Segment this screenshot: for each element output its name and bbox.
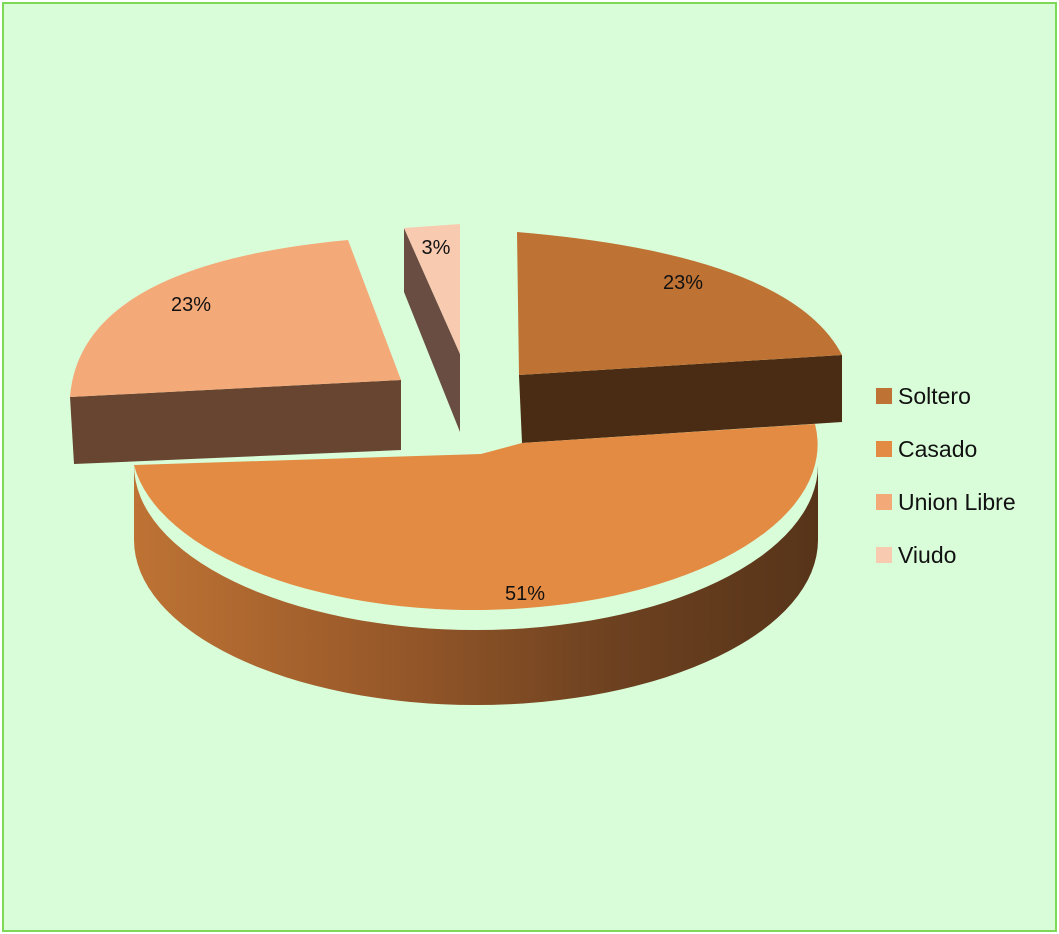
data-label-casado: 51% — [505, 583, 545, 605]
data-label-viudo: 3% — [422, 237, 451, 259]
slice-casado — [134, 424, 818, 610]
legend: Soltero Casado Union Libre Viudo — [876, 383, 1016, 568]
slice-viudo — [404, 224, 460, 354]
slice-union-libre — [70, 240, 401, 397]
legend-swatch-soltero — [876, 388, 892, 404]
slice-union-libre-side — [70, 380, 401, 464]
legend-swatch-union-libre — [876, 494, 892, 510]
legend-swatch-casado — [876, 441, 892, 457]
data-label-soltero: 23% — [663, 272, 703, 294]
slice-viudo-side — [404, 228, 460, 432]
legend-label-soltero: Soltero — [898, 383, 971, 409]
legend-label-union-libre: Union Libre — [898, 489, 1016, 515]
legend-label-casado: Casado — [898, 436, 977, 462]
legend-label-viudo: Viudo — [898, 542, 956, 568]
data-label-union-libre: 23% — [171, 294, 211, 316]
slice-casado-side — [134, 465, 818, 705]
legend-swatch-viudo — [876, 547, 892, 563]
slice-soltero — [517, 232, 842, 375]
slice-soltero-side — [519, 355, 842, 443]
